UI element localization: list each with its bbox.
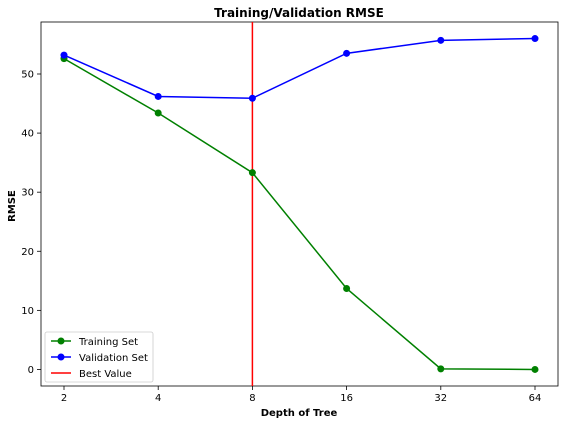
y-tick-label: 50 xyxy=(21,70,34,81)
y-tick-label: 30 xyxy=(21,188,34,199)
y-axis-label: RMSE xyxy=(7,190,18,222)
training-point xyxy=(531,365,539,373)
validation-series-line xyxy=(63,37,536,99)
training-point xyxy=(437,365,445,373)
x-tick-label: 32 xyxy=(434,393,447,404)
chart-title: Training/Validation RMSE xyxy=(214,6,384,20)
y-axis-ticks: 0 10 20 30 40 50 xyxy=(21,70,41,376)
y-tick-label: 0 xyxy=(28,365,34,376)
training-point xyxy=(343,285,351,292)
training-series-line xyxy=(63,57,536,371)
y-tick-label: 10 xyxy=(21,306,34,317)
x-tick-label: 8 xyxy=(249,393,255,404)
x-axis-label: Depth of Tree xyxy=(261,408,338,419)
x-axis-ticks: 2 4 8 16 32 64 xyxy=(61,386,542,404)
training-point xyxy=(248,169,256,177)
series-layer xyxy=(60,22,539,386)
legend-label-validation: Validation Set xyxy=(79,353,148,364)
x-tick-label: 4 xyxy=(155,393,161,404)
x-tick-label: 16 xyxy=(340,393,353,404)
validation-point xyxy=(60,51,68,59)
validation-point xyxy=(437,36,445,44)
legend-label-training: Training Set xyxy=(78,337,138,348)
legend-marker-training xyxy=(57,337,65,345)
validation-point xyxy=(154,92,162,100)
training-point xyxy=(154,109,162,117)
x-tick-label: 2 xyxy=(61,393,67,404)
legend-marker-validation xyxy=(57,353,65,361)
x-tick-label: 64 xyxy=(529,393,542,404)
legend: Training Set Validation Set Best Value xyxy=(44,331,154,383)
legend-label-best: Best Value xyxy=(79,369,132,380)
legend-box xyxy=(44,331,154,383)
y-tick-label: 40 xyxy=(21,129,34,140)
validation-point xyxy=(343,49,351,57)
validation-point xyxy=(531,35,539,43)
validation-point xyxy=(248,94,256,102)
y-tick-label: 20 xyxy=(21,247,34,258)
